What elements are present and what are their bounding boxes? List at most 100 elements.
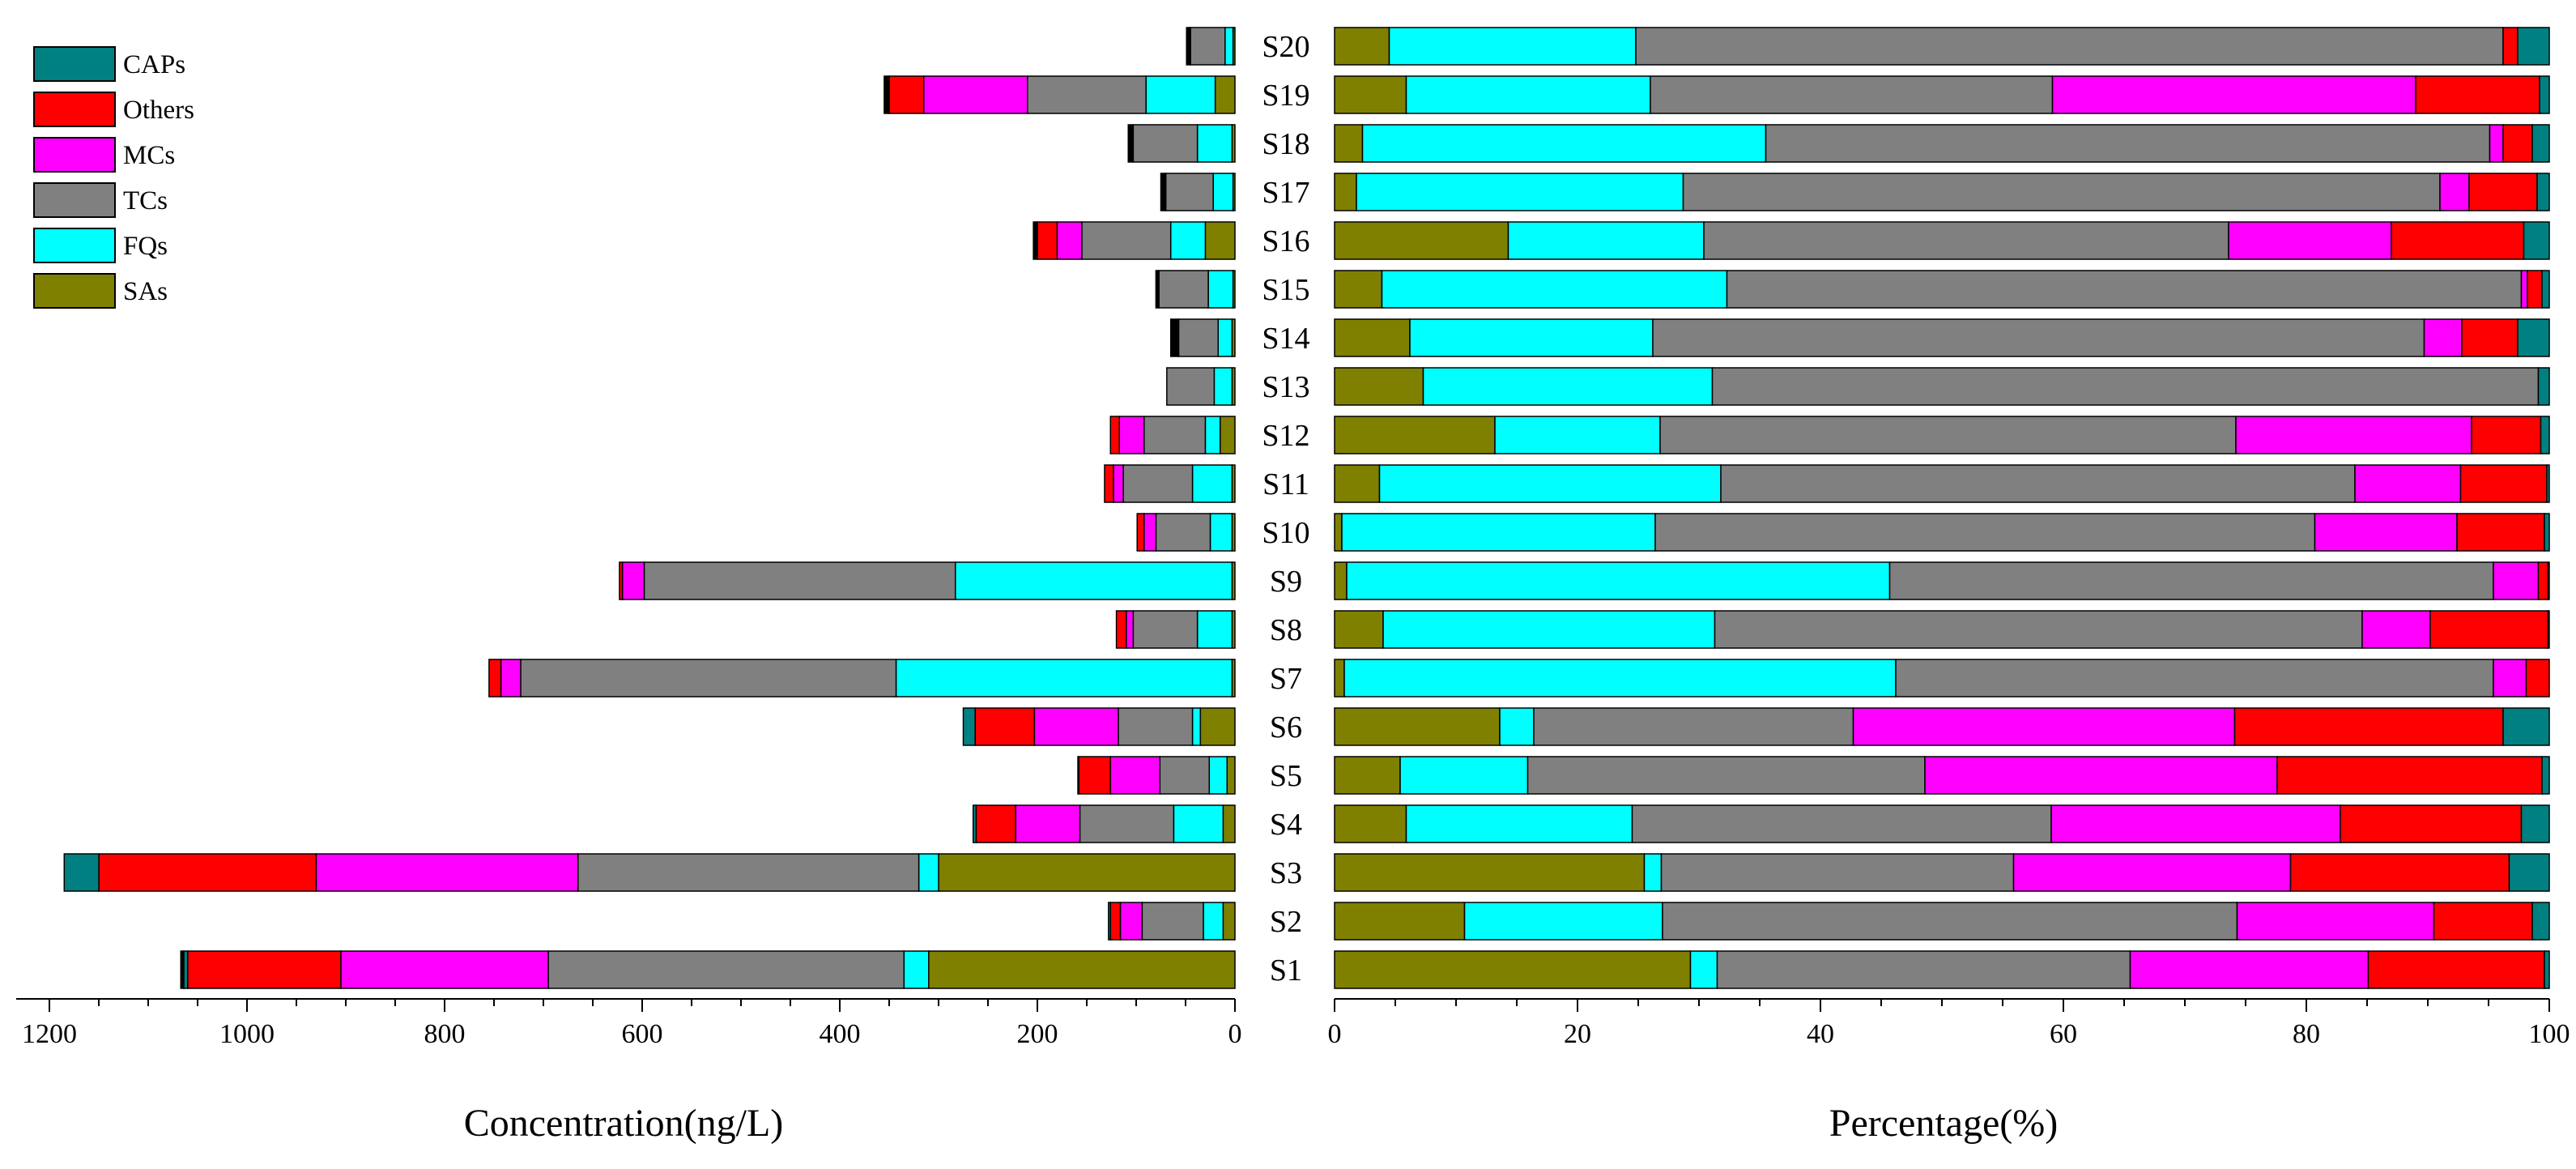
percentage-bar-s19-caps bbox=[2539, 75, 2550, 114]
percentage-bar-s12-tcs bbox=[1659, 416, 2237, 454]
percentage-bar-s11-caps bbox=[2546, 464, 2550, 503]
percentage-bar-s10-sas bbox=[1334, 513, 1343, 552]
concentration-bar-s13-tcs bbox=[1166, 367, 1216, 406]
concentration-tick-label: 0 bbox=[1228, 1019, 1242, 1049]
percentage-bar-s7-mcs bbox=[2493, 659, 2527, 698]
concentration-bar-s16-others bbox=[1037, 221, 1058, 260]
concentration-bar-s4-mcs bbox=[1015, 804, 1081, 843]
percentage-bar-s19-fqs bbox=[1405, 75, 1651, 114]
percentage-bar-s4-fqs bbox=[1405, 804, 1633, 843]
site-label-s18: S18 bbox=[1262, 127, 1309, 161]
concentration-bar-s6-tcs bbox=[1118, 707, 1194, 746]
percentage-bar-s5-fqs bbox=[1399, 756, 1529, 795]
concentration-tick-label: 200 bbox=[1017, 1019, 1058, 1049]
concentration-bar-s18-unknown bbox=[1127, 124, 1135, 163]
concentration-bar-s8-tcs bbox=[1132, 610, 1199, 649]
percentage-bar-s12-mcs bbox=[2235, 416, 2472, 454]
concentration-bar-s3-fqs bbox=[918, 853, 939, 892]
concentration-bar-s9-tcs bbox=[643, 561, 956, 600]
percentage-bar-s6-caps bbox=[2502, 707, 2550, 746]
percentage-bar-s15-others bbox=[2527, 270, 2543, 309]
percentage-bar-s20-others bbox=[2502, 27, 2519, 66]
concentration-bar-s19-fqs bbox=[1145, 75, 1216, 114]
concentration-bar-s12-sas bbox=[1219, 416, 1236, 454]
percentage-bar-s4-sas bbox=[1334, 804, 1407, 843]
concentration-bar-s7-tcs bbox=[520, 659, 897, 698]
legend-swatch-tcs bbox=[33, 182, 116, 218]
concentration-bar-s20-tcs bbox=[1190, 27, 1226, 66]
percentage-bar-s12-fqs bbox=[1494, 416, 1661, 454]
percentage-bar-s9-mcs bbox=[2493, 561, 2540, 600]
site-label-s6: S6 bbox=[1270, 710, 1302, 744]
percentage-bar-s11-fqs bbox=[1378, 464, 1722, 503]
concentration-bar-s1-others bbox=[187, 950, 342, 989]
concentration-bar-s7-mcs bbox=[500, 659, 522, 698]
concentration-bar-s4-fqs bbox=[1173, 804, 1224, 843]
percentage-bar-s20-sas bbox=[1334, 27, 1390, 66]
concentration-bar-s5-others bbox=[1078, 756, 1112, 795]
percentage-bar-s3-fqs bbox=[1643, 853, 1663, 892]
percentage-bar-s14-sas bbox=[1334, 318, 1411, 357]
percentage-bar-s14-caps bbox=[2517, 318, 2550, 357]
percentage-bar-s4-mcs bbox=[2050, 804, 2341, 843]
concentration-bar-s19-tcs bbox=[1027, 75, 1147, 114]
percentage-bar-s2-others bbox=[2433, 902, 2533, 941]
percentage-bar-s16-others bbox=[2391, 221, 2525, 260]
concentration-bar-s6-sas bbox=[1199, 707, 1236, 746]
legend-label-fqs: FQs bbox=[123, 232, 168, 261]
percentage-bar-s7-tcs bbox=[1895, 659, 2494, 698]
legend-label-others: Others bbox=[123, 96, 194, 125]
concentration-bar-s6-caps bbox=[962, 707, 976, 746]
concentration-bar-s7-fqs bbox=[895, 659, 1233, 698]
concentration-axis-title: Concentration(ng/L) bbox=[464, 1102, 784, 1145]
concentration-bar-s1-sas bbox=[928, 950, 1236, 989]
concentration-panel: 1200 1000 800 600 400 200 0 bbox=[16, 27, 1242, 1049]
concentration-bar-s2-mcs bbox=[1119, 902, 1143, 941]
percentage-bar-s1-tcs bbox=[1716, 950, 2131, 989]
concentration-bar-s11-tcs bbox=[1122, 464, 1194, 503]
percentage-bar-s11-others bbox=[2459, 464, 2548, 503]
site-label-s8: S8 bbox=[1270, 613, 1302, 647]
concentration-bar-s15-fqs bbox=[1207, 270, 1234, 309]
percentage-bar-s11-tcs bbox=[1720, 464, 2356, 503]
concentration-bar-s12-others bbox=[1109, 416, 1121, 454]
concentration-bar-s2-tcs bbox=[1141, 902, 1204, 941]
percentage-bar-s5-others bbox=[2276, 756, 2543, 795]
concentration-bar-s20-fqs bbox=[1224, 27, 1234, 66]
concentration-bar-s11-mcs bbox=[1113, 464, 1124, 503]
percentage-bar-s7-others bbox=[2525, 659, 2550, 698]
percentage-bar-s1-caps bbox=[2544, 950, 2550, 989]
site-label-s13: S13 bbox=[1262, 370, 1309, 404]
percentage-tick-label: 100 bbox=[2529, 1019, 2570, 1049]
percentage-bar-s6-fqs bbox=[1499, 707, 1535, 746]
percentage-bar-s5-tcs bbox=[1526, 756, 1926, 795]
concentration-bar-s7-others bbox=[488, 659, 502, 698]
percentage-bar-s10-caps bbox=[2544, 513, 2550, 552]
concentration-bar-s14-tcs bbox=[1177, 318, 1220, 357]
percentage-bar-s3-others bbox=[2289, 853, 2510, 892]
site-label-s9: S9 bbox=[1270, 565, 1302, 599]
percentage-bar-s13-caps bbox=[2537, 367, 2550, 406]
site-label-s11: S11 bbox=[1262, 467, 1309, 501]
percentage-bar-s10-fqs bbox=[1341, 513, 1656, 552]
percentage-bar-s17-mcs bbox=[2439, 173, 2470, 211]
concentration-bar-s14-unknown bbox=[1169, 318, 1180, 357]
legend-swatch-others bbox=[33, 92, 116, 127]
concentration-bar-s16-sas bbox=[1204, 221, 1236, 260]
concentration-bar-s6-mcs bbox=[1033, 707, 1119, 746]
site-label-s2: S2 bbox=[1270, 905, 1302, 939]
percentage-bar-s17-tcs bbox=[1682, 173, 2441, 211]
concentration-tick-label: 600 bbox=[622, 1019, 663, 1049]
percentage-bar-s6-others bbox=[2233, 707, 2504, 746]
concentration-bar-s12-mcs bbox=[1118, 416, 1145, 454]
concentration-bar-s19-sas bbox=[1214, 75, 1236, 114]
percentage-bar-s19-tcs bbox=[1650, 75, 2054, 114]
concentration-bar-s12-tcs bbox=[1143, 416, 1207, 454]
site-labels: S1 S2 S3 S4 S5 S6 S7 S8 S9 S10 S11 S12 S13 S14 S15 S16 S… bbox=[1262, 30, 1309, 988]
concentration-bar-s4-caps bbox=[972, 804, 977, 843]
concentration-bar-s11-others bbox=[1104, 464, 1114, 503]
percentage-bar-s13-sas bbox=[1334, 367, 1424, 406]
concentration-bar-s16-tcs bbox=[1081, 221, 1172, 260]
percentage-bar-s10-tcs bbox=[1654, 513, 2316, 552]
